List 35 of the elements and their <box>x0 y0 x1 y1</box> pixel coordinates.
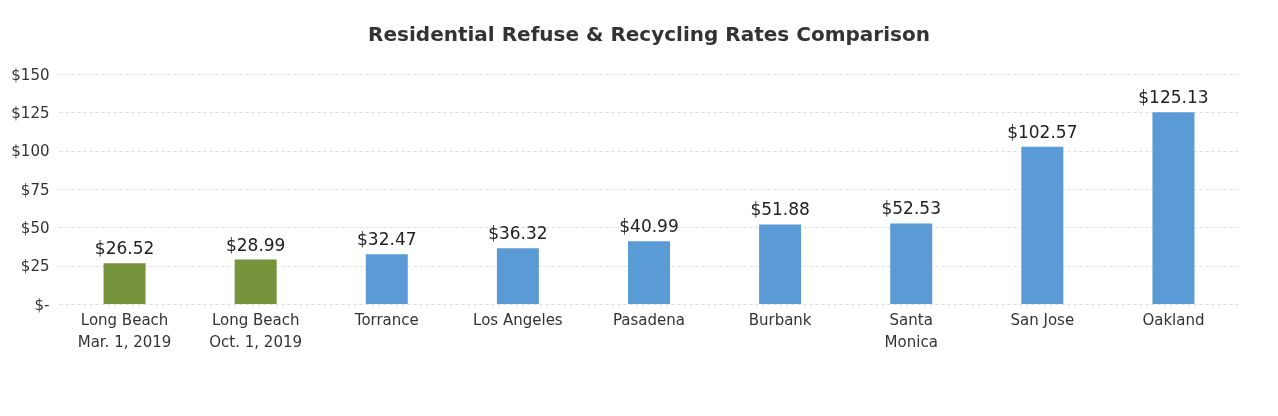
x-tick-label: Burbank <box>748 310 812 329</box>
bar <box>365 254 408 304</box>
x-tick-label: Los Angeles <box>473 310 563 329</box>
data-label: $102.57 <box>1007 121 1078 142</box>
y-tick-label: $25 <box>20 257 50 276</box>
data-label: $28.99 <box>225 234 286 255</box>
y-tick-label: $100 <box>11 142 50 161</box>
y-tick-label: $50 <box>20 218 50 237</box>
x-tick-label: Oakland <box>1142 310 1205 329</box>
x-tick-label: Pasadena <box>612 310 686 329</box>
bar <box>759 224 802 304</box>
y-tick-label: $125 <box>11 103 50 122</box>
y-tick-label: $- <box>34 295 50 314</box>
bar <box>1152 112 1195 304</box>
data-label: $26.52 <box>94 238 155 259</box>
data-label: $36.32 <box>488 223 548 244</box>
data-label: $51.88 <box>750 199 810 220</box>
data-label: $52.53 <box>881 198 941 219</box>
bar <box>496 248 539 304</box>
bar <box>628 241 670 304</box>
data-label: $125.13 <box>1138 87 1209 108</box>
bar <box>1021 146 1064 304</box>
bar <box>234 259 277 304</box>
y-tick-label: $150 <box>11 65 50 84</box>
data-label: $40.99 <box>619 216 679 237</box>
x-tick-label: Santa Monica <box>884 310 938 351</box>
x-tick-label: Long Beach Oct. 1, 2019 <box>209 310 303 351</box>
bar <box>890 223 933 304</box>
x-tick-label: San Jose <box>1010 310 1075 329</box>
data-label: $32.47 <box>357 229 417 250</box>
x-tick-label: Long Beach Mar. 1, 2019 <box>77 310 172 351</box>
x-tick-label: Torrance <box>353 310 419 329</box>
y-tick-label: $75 <box>20 180 50 199</box>
bar <box>103 263 146 304</box>
chart-title: Residential Refuse & Recycling Rates Comparison <box>368 22 930 46</box>
